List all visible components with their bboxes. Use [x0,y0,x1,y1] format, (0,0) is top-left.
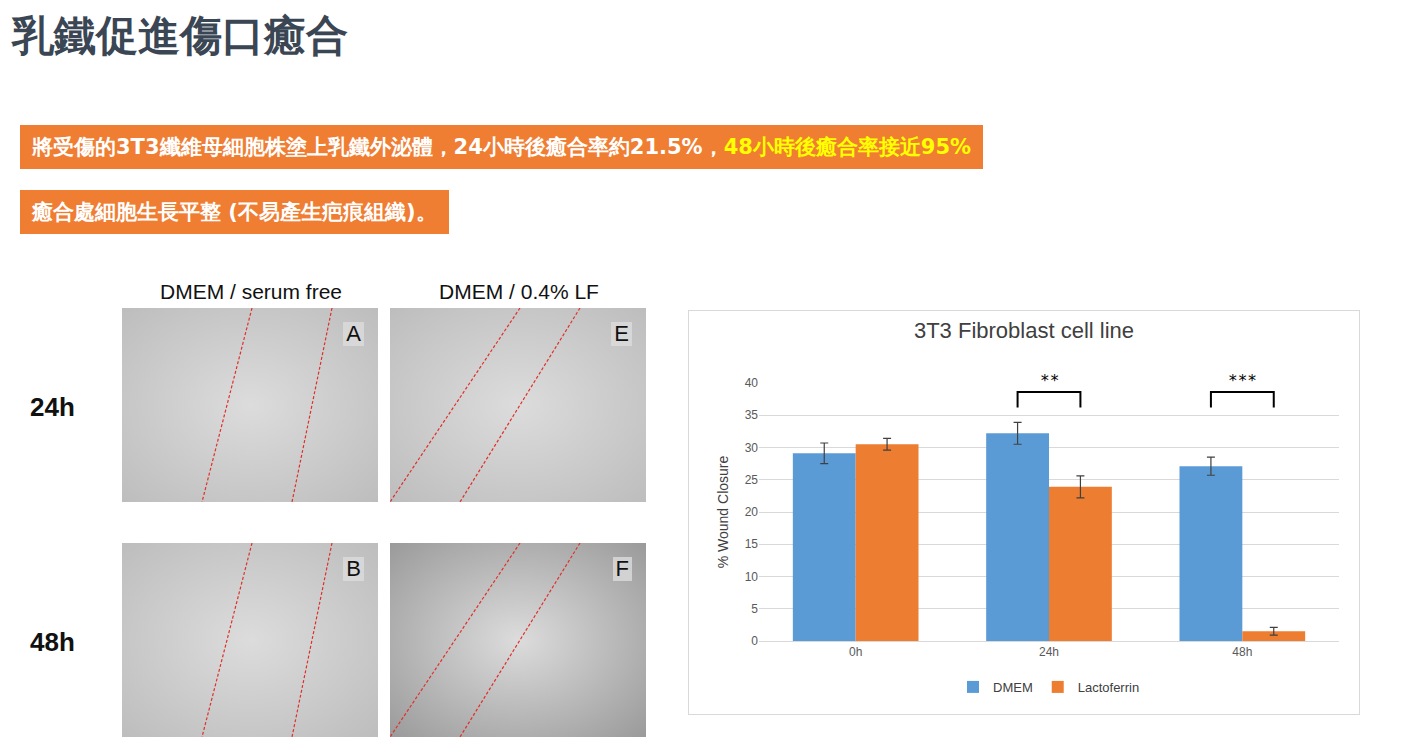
svg-text:25: 25 [745,473,759,487]
svg-text:% Wound Closure: % Wound Closure [715,456,731,569]
svg-text:5: 5 [751,602,758,616]
html-text:將受傷的3T3纖維母細胞株塗上乳鐵外泌體，24小時後癒合率約: 將受傷的3T3纖維母細胞株塗上乳鐵外泌體，24小時後癒合率約21.5%，48小時… [32,135,972,159]
svg-text:24h: 24h [1039,645,1059,659]
html-text:B: B [346,556,361,581]
svg-text:**: ** [1040,371,1059,390]
html-text:DMEM / serum free: DMEM / serum free [160,280,342,303]
svg-text:***: *** [1228,371,1257,390]
svg-text:Lactoferrin: Lactoferrin [1078,680,1139,695]
svg-text:30: 30 [745,441,759,455]
svg-text:10: 10 [745,570,759,584]
html-text:A: A [346,321,361,346]
svg-text:0h: 0h [849,645,862,659]
svg-text:DMEM: DMEM [993,680,1033,695]
html-text:癒合處細胞生長平整 (不易產生疤痕組織)。: 癒合處細胞生長平整 (不易產生疤痕組織)。 [32,200,437,224]
html-text:乳鐵促進傷口癒合: 乳鐵促進傷口癒合 [12,11,348,60]
svg-text:40: 40 [745,376,759,390]
svg-text:20: 20 [745,505,759,519]
svg-text:35: 35 [745,408,759,422]
html-text:F: F [615,556,629,581]
html-text:DMEM / 0.4% LF: DMEM / 0.4% LF [439,280,599,303]
svg-text:48h: 48h [1232,645,1252,659]
html-text:E: E [614,321,629,346]
html-text:24h: 24h [30,392,75,422]
svg-text:3T3 Fibroblast cell line: 3T3 Fibroblast cell line [914,318,1134,343]
svg-text:0: 0 [751,634,758,648]
html-text:48h: 48h [30,627,75,657]
svg-text:15: 15 [745,537,759,551]
